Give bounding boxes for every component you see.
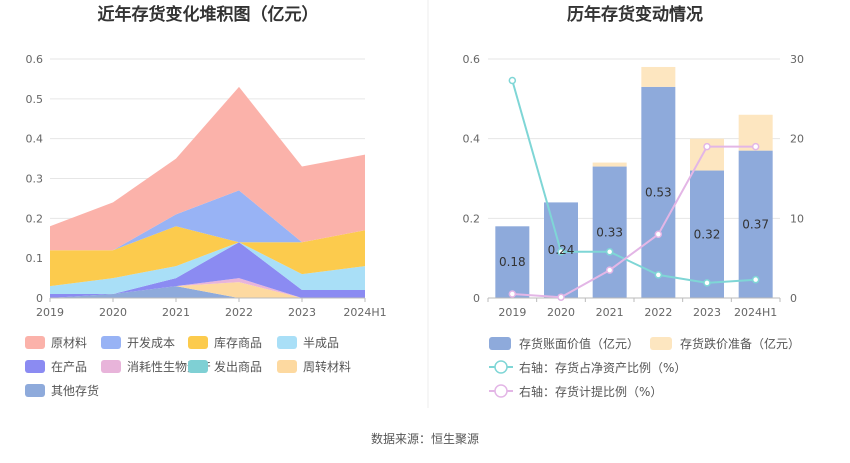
line-point bbox=[508, 290, 517, 298]
legend-marker-右轴：存货占净资产比例（%） bbox=[494, 360, 508, 374]
right-y2-tick-label: 30 bbox=[790, 53, 804, 66]
right-y2-tick-label: 0 bbox=[790, 292, 797, 305]
left-y-tick-label: 0.5 bbox=[26, 93, 44, 106]
line-point bbox=[654, 230, 663, 239]
line-point bbox=[751, 275, 760, 284]
left-y-tick-label: 0.3 bbox=[26, 173, 44, 186]
legend-swatch-发出商品 bbox=[188, 360, 208, 373]
right-y-tick-label: 0.6 bbox=[463, 53, 481, 66]
left-chart-title: 近年存货变化堆积图（亿元） bbox=[98, 4, 319, 25]
left-x-tick-label: 2021 bbox=[162, 306, 190, 319]
inventory-bar bbox=[690, 170, 724, 298]
line-point bbox=[703, 279, 711, 287]
legend-marker-右轴：存货计提比例（%） bbox=[494, 384, 508, 398]
left-chart: 0 0.1 0.2 0.3 0.4 0.5 0.6 2019 2020 2021 2022 2023 2… bbox=[25, 53, 387, 398]
legend-label-半成品: 半成品 bbox=[303, 336, 339, 350]
left-y-tick-label: 0.4 bbox=[26, 133, 44, 146]
line-point bbox=[557, 248, 565, 256]
left-y-tick-label: 0 bbox=[36, 292, 43, 305]
inventory-bar bbox=[641, 86, 676, 298]
right-x-tick-label: 2024H1 bbox=[734, 306, 777, 319]
inventory-bar bbox=[495, 226, 530, 298]
bar-data-label: 0.18 bbox=[499, 255, 526, 269]
legend-label-原材料: 原材料 bbox=[51, 336, 87, 350]
legend-label-开发成本: 开发成本 bbox=[127, 335, 175, 350]
legend-swatch-周转材料 bbox=[277, 360, 297, 373]
left-y-tick-label: 0.6 bbox=[26, 53, 44, 66]
right-y2-tick-label: 10 bbox=[790, 212, 804, 225]
bar-data-label: 0.37 bbox=[742, 217, 769, 231]
area-series-在产品 bbox=[50, 242, 365, 298]
legend-label-库存商品: 库存商品 bbox=[214, 335, 262, 350]
right-chart-title: 历年存货变动情况 bbox=[567, 4, 703, 25]
provision-bar bbox=[592, 162, 627, 167]
bar-data-label: 0.32 bbox=[694, 227, 721, 241]
line-point bbox=[605, 266, 614, 274]
right-chart: 0 0.2 0.4 0.6 0 10 20 30 2019 2020 2021 2022 2023 202… bbox=[463, 53, 805, 399]
area-series-周转材料 bbox=[50, 282, 365, 298]
provision-bar bbox=[641, 66, 676, 87]
bar-data-label: 0.33 bbox=[596, 225, 623, 239]
right-y-tick-label: 0.4 bbox=[463, 133, 481, 146]
legend-label-存货账面价值（亿元）: 存货账面价值（亿元） bbox=[519, 336, 639, 351]
legend-swatch-开发成本 bbox=[101, 336, 121, 349]
legend-swatch-存货账面价值（亿元） bbox=[489, 337, 511, 350]
line-point bbox=[751, 142, 760, 151]
legend-swatch-在产品 bbox=[25, 360, 45, 373]
left-x-tick-label: 2022 bbox=[225, 306, 253, 319]
left-y-tick-label: 0.2 bbox=[26, 212, 44, 225]
left-x-tick-label: 2023 bbox=[288, 306, 316, 319]
line-point bbox=[654, 271, 663, 279]
area-series-库存商品 bbox=[50, 226, 365, 287]
line-series-右轴：存货占净资产比例（%） bbox=[511, 80, 756, 284]
bar-data-label: 0.53 bbox=[645, 185, 672, 199]
line-point bbox=[557, 293, 565, 301]
legend-label-右轴：存货占净资产比例（%）: 右轴：存货占净资产比例（%） bbox=[519, 360, 686, 375]
area-series-原材料 bbox=[50, 86, 365, 251]
left-x-tick-label: 2019 bbox=[36, 306, 64, 319]
left-y-tick-label: 0.1 bbox=[26, 252, 44, 265]
legend-label-发出商品: 发出商品 bbox=[214, 359, 262, 374]
legend-swatch-半成品 bbox=[277, 336, 297, 349]
legend-swatch-消耗性生物资产 bbox=[101, 360, 121, 373]
legend-label-周转材料: 周转材料 bbox=[303, 359, 351, 374]
area-series-半成品 bbox=[50, 242, 365, 294]
line-point bbox=[508, 76, 517, 85]
right-x-tick-label: 2021 bbox=[596, 306, 624, 319]
right-y-tick-label: 0 bbox=[473, 292, 480, 305]
bar-data-label: 0.24 bbox=[548, 243, 575, 257]
legend-swatch-库存商品 bbox=[188, 336, 208, 349]
right-x-tick-label: 2019 bbox=[498, 306, 526, 319]
legend-label-在产品: 在产品 bbox=[51, 360, 87, 374]
right-y2-tick-label: 20 bbox=[790, 133, 804, 146]
left-x-tick-label: 2020 bbox=[99, 306, 127, 319]
line-point bbox=[605, 248, 614, 256]
line-series-右轴：存货计提比例（%） bbox=[512, 145, 756, 299]
right-x-tick-label: 2023 bbox=[693, 306, 721, 319]
left-x-tick-label: 2024H1 bbox=[343, 306, 386, 319]
right-y-tick-label: 0.2 bbox=[463, 212, 481, 225]
legend-label-右轴：存货计提比例（%）: 右轴：存货计提比例（%） bbox=[519, 384, 662, 399]
legend-swatch-存货跌价准备（亿元） bbox=[650, 337, 672, 350]
right-x-tick-label: 2020 bbox=[547, 306, 575, 319]
right-x-tick-label: 2022 bbox=[644, 306, 672, 319]
source-note: 数据来源：恒生聚源 bbox=[371, 431, 479, 446]
legend-swatch-其他存货 bbox=[25, 384, 45, 397]
legend-label-其他存货: 其他存货 bbox=[51, 383, 99, 398]
line-point bbox=[703, 142, 711, 151]
area-series-其他存货 bbox=[50, 286, 365, 298]
legend-swatch-原材料 bbox=[25, 336, 45, 349]
legend-label-存货跌价准备（亿元）: 存货跌价准备（亿元） bbox=[680, 336, 800, 351]
inventory-bar bbox=[738, 150, 773, 298]
area-series-开发成本 bbox=[50, 190, 365, 251]
